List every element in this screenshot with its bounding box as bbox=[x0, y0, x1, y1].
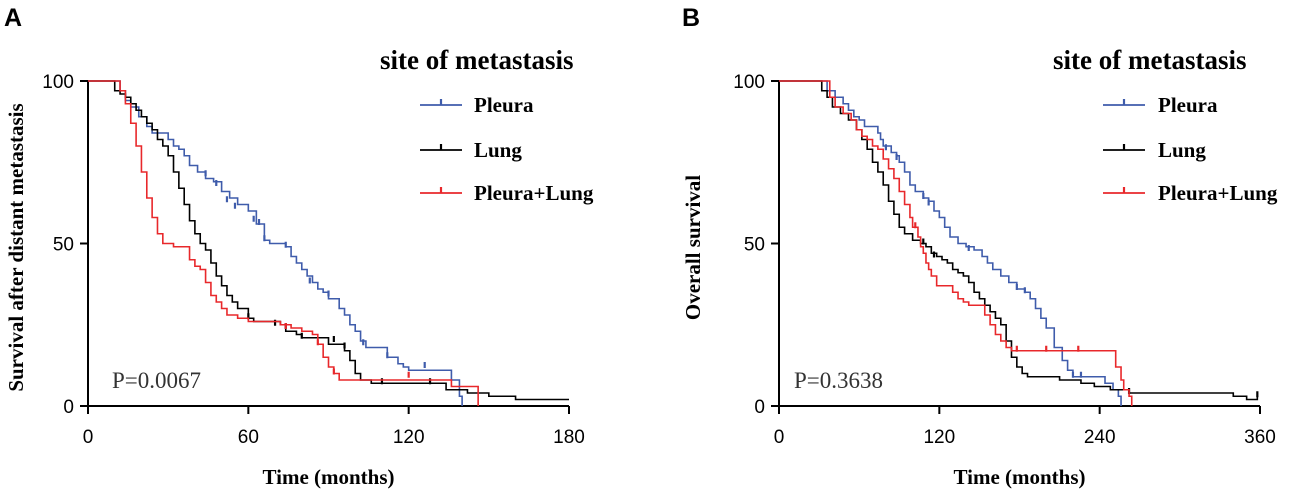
y-tick-label: 50 bbox=[53, 235, 74, 256]
panel-label: B bbox=[682, 4, 700, 32]
survival-curve bbox=[88, 80, 479, 406]
legend-label: Lung bbox=[474, 138, 522, 162]
legend: site of metastasis Pleura Lung Pleura+Lung bbox=[380, 45, 594, 205]
panel-label: A bbox=[4, 4, 22, 32]
p-value-annotation: P=0.3638 bbox=[794, 368, 883, 393]
survival-curve bbox=[779, 80, 1133, 406]
survival-curve bbox=[779, 80, 1259, 401]
series-lung bbox=[779, 80, 1259, 401]
series-pleura-plus-lung bbox=[779, 80, 1133, 406]
legend-label: Pleura bbox=[474, 93, 534, 117]
legend-title: site of metastasis bbox=[380, 45, 573, 75]
x-tick-label: 0 bbox=[83, 427, 94, 448]
y-tick-label: 0 bbox=[754, 397, 765, 418]
series-pleura-plus-lung bbox=[88, 80, 479, 406]
legend-label: Pleura+Lung bbox=[474, 181, 594, 205]
survival-curve bbox=[88, 80, 569, 401]
y-axis-title: Survival after distant metastasis bbox=[4, 103, 28, 391]
x-tick-label: 0 bbox=[774, 427, 785, 448]
survival-curve bbox=[88, 80, 463, 406]
legend: site of metastasis Pleura Lung Pleura+Lung bbox=[1053, 45, 1278, 205]
x-tick-label: 180 bbox=[553, 427, 585, 448]
legend-label: Pleura bbox=[1158, 93, 1218, 117]
panel-b: B 0 120 240 360 0 50 100 Time (months) Overall su… bbox=[681, 4, 1278, 489]
legend-label: Pleura+Lung bbox=[1158, 181, 1278, 205]
x-tick-label: 120 bbox=[923, 427, 955, 448]
y-tick-label: 100 bbox=[42, 72, 74, 93]
legend-label: Lung bbox=[1158, 138, 1206, 162]
series-pleura bbox=[88, 80, 463, 406]
x-axis-title: Time (months) bbox=[262, 465, 394, 489]
x-tick-label: 360 bbox=[1244, 427, 1276, 448]
y-axis-title: Overall survival bbox=[681, 175, 705, 320]
panel-a: A 0 60 120 180 0 50 100 Time (months) Survival af… bbox=[4, 4, 594, 489]
y-tick-label: 0 bbox=[63, 397, 74, 418]
series-lung bbox=[88, 80, 569, 401]
x-tick-label: 240 bbox=[1084, 427, 1116, 448]
y-tick-label: 100 bbox=[733, 72, 765, 93]
x-tick-label: 60 bbox=[238, 427, 259, 448]
survival-curve bbox=[779, 80, 1122, 406]
x-tick-label: 120 bbox=[393, 427, 425, 448]
series-pleura bbox=[779, 80, 1122, 406]
y-tick-label: 50 bbox=[744, 235, 765, 256]
x-axis-title: Time (months) bbox=[953, 465, 1085, 489]
legend-title: site of metastasis bbox=[1053, 45, 1246, 75]
p-value-annotation: P=0.0067 bbox=[112, 368, 201, 393]
